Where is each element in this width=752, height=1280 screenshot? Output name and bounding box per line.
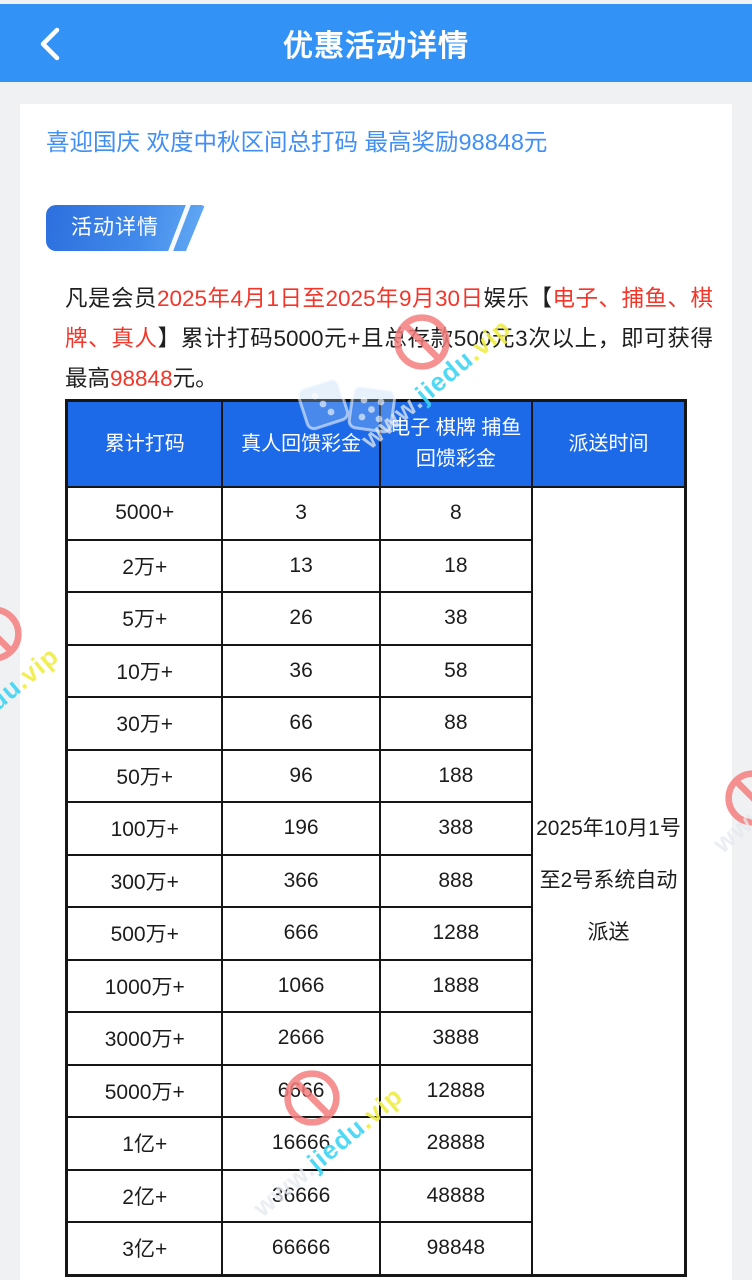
table-row: 50万+ 96 188	[65, 748, 686, 803]
table-cell: 500万+	[65, 906, 224, 961]
column-header: 真人回馈彩金	[221, 399, 381, 488]
table-cell: 1000万+	[65, 958, 224, 1013]
table-cell: 888	[378, 853, 533, 908]
table-row: 1亿+ 16666 28888	[65, 1116, 686, 1171]
table-cell: 5000+	[65, 486, 224, 541]
table-cell: 50万+	[65, 748, 224, 803]
table-row: 10万+ 36 58	[65, 643, 686, 698]
section-badge: 活动详情	[46, 205, 205, 251]
table-cell: 36	[221, 643, 381, 698]
table-cell: 38	[378, 591, 533, 646]
table-cell: 188	[378, 748, 533, 803]
table-cell: 3亿+	[65, 1221, 224, 1276]
table-cell: 96	[221, 748, 381, 803]
table-cell: 1066	[221, 958, 381, 1013]
table-cell: 1亿+	[65, 1116, 224, 1171]
activity-description: 凡是会员2025年4月1日至2025年9月30日娱乐【电子、捕鱼、棋牌、真人】累…	[65, 279, 713, 399]
table-cell: 3888	[378, 1011, 533, 1066]
table-cell: 100万+	[65, 801, 224, 856]
table-cell: 8	[378, 486, 533, 541]
table-cell: 2亿+	[65, 1168, 224, 1223]
description-segment: 娱乐【	[483, 286, 553, 311]
delivery-time-line: 2025年10月1号	[536, 816, 681, 840]
table-cell: 5万+	[65, 591, 224, 646]
table-cell: 58	[378, 643, 533, 698]
table-cell: 300万+	[65, 853, 224, 908]
table-cell: 2万+	[65, 538, 224, 593]
table-cell: 196	[221, 801, 381, 856]
table-cell: 18	[378, 538, 533, 593]
delivery-time-line: 派送	[587, 920, 630, 944]
table-header-row: 累计打码 真人回馈彩金 电子 棋牌 捕鱼回馈彩金 派送时间	[65, 399, 687, 488]
section-badge-label: 活动详情	[71, 216, 159, 239]
description-segment: 98848	[110, 366, 173, 391]
table-cell: 1288	[378, 906, 533, 961]
table-cell: 666	[221, 906, 381, 961]
table-cell: 1888	[378, 958, 533, 1013]
delivery-time-cell: 2025年10月1号 至2号系统自动 派送	[530, 486, 687, 1276]
table-cell: 5000万+	[65, 1063, 224, 1118]
table-row: 2万+ 13 18	[65, 538, 686, 593]
content-card: 喜迎国庆 欢度中秋区间总打码 最高奖励98848元 活动详情 凡是会员2025年…	[20, 104, 732, 1280]
table-cell: 13	[221, 538, 381, 593]
table-cell: 366	[221, 853, 381, 908]
column-header: 电子 棋牌 捕鱼回馈彩金	[378, 399, 533, 488]
table-row: 3亿+ 66666 98848	[65, 1221, 686, 1276]
promo-headline: 喜迎国庆 欢度中秋区间总打码 最高奖励98848元	[46, 129, 548, 155]
back-chevron-icon	[40, 27, 60, 61]
table-row: 30万+ 66 88	[65, 696, 686, 751]
column-header: 累计打码	[65, 399, 224, 488]
description-segment: 电子、捕鱼、棋牌、真人	[65, 286, 713, 351]
table-cell: 2666	[221, 1011, 381, 1066]
table-row: 2亿+ 36666 48888	[65, 1168, 686, 1223]
description-segment: 2025年4月1日至2025年9月30日	[156, 286, 484, 311]
table-row: 300万+ 366 888	[65, 853, 686, 908]
table-cell: 6666	[221, 1063, 381, 1118]
table-cell: 48888	[378, 1168, 533, 1223]
reward-table-body: 5000+ 3 8 2025年10月1号 至2号系统自动 派送 2万+ 13 18 5万+ 26 38…	[65, 486, 687, 1276]
table-cell: 88	[378, 696, 533, 751]
table-cell: 3	[221, 486, 381, 541]
page-title: 优惠活动详情	[283, 30, 469, 63]
table-cell: 98848	[378, 1221, 533, 1276]
table-cell: 66666	[221, 1221, 381, 1276]
reward-table: 累计打码 真人回馈彩金 电子 棋牌 捕鱼回馈彩金 派送时间 5000+ 3 8 2025年1…	[65, 399, 687, 1277]
table-row: 5万+ 26 38	[65, 591, 686, 646]
description-segment: 元。	[172, 366, 218, 391]
table-row: 5000+ 3 8 2025年10月1号 至2号系统自动 派送	[65, 486, 687, 1276]
table-cell: 10万+	[65, 643, 224, 698]
table-row: 1000万+ 1066 1888	[65, 958, 686, 1013]
table-row: 3000万+ 2666 3888	[65, 1011, 686, 1066]
table-cell: 3000万+	[65, 1011, 224, 1066]
app-header: 优惠活动详情	[0, 4, 752, 82]
back-button[interactable]	[30, 24, 70, 64]
column-header: 派送时间	[530, 399, 687, 488]
table-cell: 12888	[378, 1063, 533, 1118]
table-cell: 30万+	[65, 696, 224, 751]
table-cell: 16666	[221, 1116, 381, 1171]
table-cell: 66	[221, 696, 381, 751]
description-segment: 凡是会员	[65, 286, 157, 311]
table-cell: 36666	[221, 1168, 381, 1223]
table-cell: 388	[378, 801, 533, 856]
table-row: 100万+ 196 388	[65, 801, 686, 856]
table-row: 500万+ 666 1288	[65, 906, 686, 961]
table-cell: 28888	[378, 1116, 533, 1171]
delivery-time-line: 至2号系统自动	[539, 868, 678, 892]
table-cell: 26	[221, 591, 381, 646]
